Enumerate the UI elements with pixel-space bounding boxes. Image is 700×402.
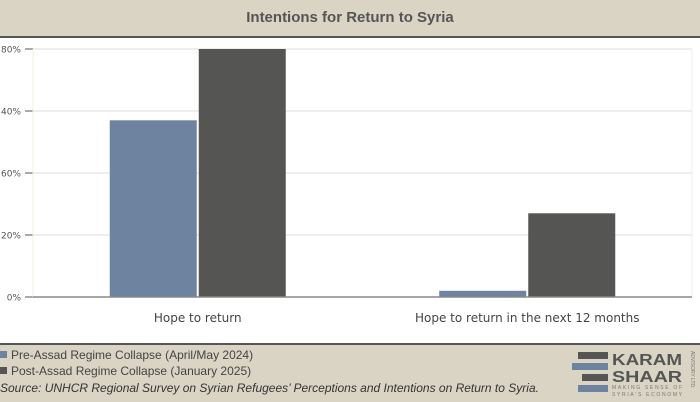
legend-item-pre: Pre-Assad Regime Collapse (April/May 202… [0, 348, 253, 362]
bar-post [528, 213, 616, 297]
logo-side: ADVISORY LTD. [689, 351, 695, 389]
footer: Pre-Assad Regime Collapse (April/May 202… [0, 343, 700, 402]
legend-swatch [0, 351, 7, 358]
x-category-label: Hope to return in the next 12 months [415, 311, 640, 325]
bar-pre [109, 120, 197, 297]
bar-post [198, 49, 286, 297]
legend-swatch [0, 367, 7, 374]
y-tick-label: 60% [1, 170, 21, 180]
header: Intentions for Return to Syria [0, 0, 700, 38]
y-tick-label: 20% [1, 232, 21, 242]
chart-title: Intentions for Return to Syria [246, 9, 454, 26]
karam-shaar-logo: KARAM SHAAR MAKING SENSE OF SYRIA'S ECON… [572, 351, 695, 398]
logo-line2: SHAAR [612, 369, 683, 386]
source-note: Source: UNHCR Regional Survey on Syrian … [0, 381, 539, 395]
logo-tagline1: MAKING SENSE OF [612, 385, 682, 391]
legend-label: Post-Assad Regime Collapse (January 2025… [11, 364, 252, 378]
logo-line1: KARAM [612, 352, 682, 369]
legend-label: Pre-Assad Regime Collapse (April/May 202… [11, 348, 254, 362]
bar-pre [439, 290, 527, 297]
legend-item-post: Post-Assad Regime Collapse (January 2025… [0, 364, 251, 378]
y-tick-label: 40% [1, 108, 21, 118]
x-category-label: Hope to return [154, 311, 242, 325]
y-tick-label: 80% [1, 46, 21, 56]
bar-chart: 0% 20% 60% 40% 80% Hope to return Hope to retu… [1, 46, 693, 325]
y-tick-label: 0% [7, 294, 22, 304]
logo-tagline2: SYRIA'S ECONOMY [612, 392, 683, 398]
